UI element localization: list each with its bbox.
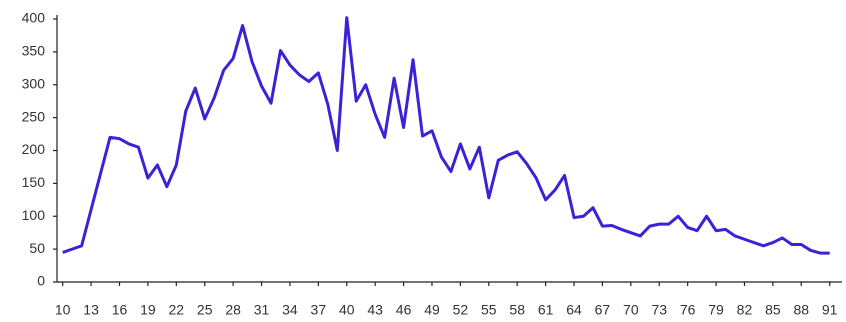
x-tick-label: 55: [481, 302, 497, 318]
x-tick-label: 52: [453, 302, 469, 318]
x-tick-label: 61: [538, 302, 554, 318]
x-tick-label: 25: [197, 302, 213, 318]
x-tick-label: 46: [396, 302, 412, 318]
y-tick-label: 350: [22, 43, 46, 59]
x-tick-label: 22: [169, 302, 185, 318]
x-tick-label: 82: [737, 302, 753, 318]
y-tick-label: 400: [22, 10, 46, 26]
y-tick-label: 300: [22, 75, 46, 91]
x-tick-label: 64: [566, 302, 582, 318]
x-tick-label: 58: [509, 302, 525, 318]
x-tick-label: 13: [83, 302, 99, 318]
y-tick-label: 200: [22, 141, 46, 157]
y-tick-label: 100: [22, 207, 46, 223]
x-tick-label: 28: [225, 302, 241, 318]
x-tick-label: 91: [822, 302, 838, 318]
x-tick-label: 31: [254, 302, 270, 318]
x-tick-label: 73: [651, 302, 667, 318]
x-tick-label: 34: [282, 302, 298, 318]
x-tick-label: 40: [339, 302, 355, 318]
x-tick-label: 67: [595, 302, 611, 318]
x-tick-label: 43: [367, 302, 383, 318]
x-tick-label: 79: [708, 302, 724, 318]
y-tick-label: 0: [37, 273, 45, 289]
x-tick-label: 85: [765, 302, 781, 318]
x-tick-label: 49: [424, 302, 440, 318]
y-tick-label: 150: [22, 174, 46, 190]
x-tick-label: 19: [140, 302, 156, 318]
y-tick-label: 250: [22, 108, 46, 124]
x-tick-label: 88: [793, 302, 809, 318]
x-tick-label: 70: [623, 302, 639, 318]
y-tick-label: 50: [29, 240, 45, 256]
x-tick-label: 10: [55, 302, 71, 318]
x-tick-label: 76: [680, 302, 696, 318]
x-tick-label: 37: [311, 302, 327, 318]
data-line: [62, 16, 830, 255]
x-tick-label: 16: [112, 302, 128, 318]
